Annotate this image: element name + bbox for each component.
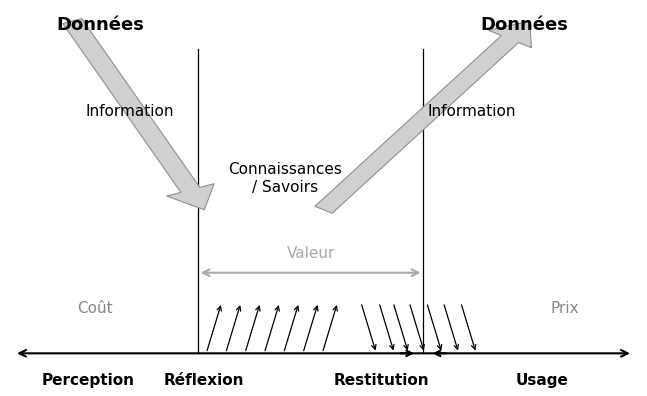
Text: Prix: Prix xyxy=(551,301,580,316)
FancyArrow shape xyxy=(315,21,531,213)
Text: Restitution: Restitution xyxy=(334,373,430,388)
Text: Coût: Coût xyxy=(77,301,113,316)
Text: Usage: Usage xyxy=(516,373,569,388)
Text: Réflexion: Réflexion xyxy=(164,373,245,388)
Text: Information: Information xyxy=(428,104,516,119)
Text: Connaissances
/ Savoirs: Connaissances / Savoirs xyxy=(228,162,342,194)
Text: Perception: Perception xyxy=(42,373,135,388)
Text: Données: Données xyxy=(481,16,568,34)
Text: Valeur: Valeur xyxy=(287,246,334,261)
FancyArrow shape xyxy=(63,19,214,210)
Text: Information: Information xyxy=(86,104,175,119)
Text: Données: Données xyxy=(56,16,144,34)
